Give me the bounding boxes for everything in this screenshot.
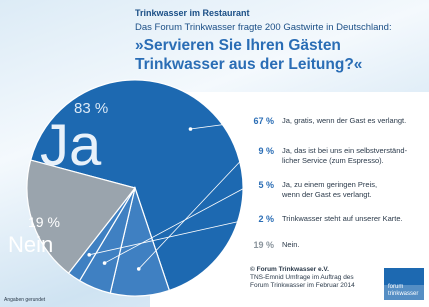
leader-dot bbox=[103, 261, 107, 265]
source-line: TNS-Emnid Umfrage im Auftrag des bbox=[250, 274, 354, 281]
group-name: Nein bbox=[8, 232, 53, 258]
legend-label: Trinkwasser steht auf unserer Karte. bbox=[282, 214, 403, 224]
leader-dot bbox=[87, 253, 91, 257]
legend-label: Nein. bbox=[282, 240, 300, 250]
group-name: Ja bbox=[40, 112, 101, 179]
logo-text: trinkwasser bbox=[388, 291, 418, 297]
question: »Servieren Sie Ihren Gästen Trinkwasser … bbox=[135, 36, 385, 74]
legend-label: Ja, gratis, wenn der Gast es verlangt. bbox=[282, 116, 406, 126]
legend-value: 19 % bbox=[250, 240, 274, 250]
leader-dot bbox=[189, 127, 193, 131]
note: Angaben gerundet bbox=[4, 297, 45, 303]
legend-value: 5 % bbox=[250, 180, 274, 190]
legend-label: Ja, das ist bei uns ein selbstverständ- … bbox=[282, 146, 407, 166]
logo-text: forum bbox=[388, 284, 403, 290]
source-title: © Forum Trinkwasser e.V. bbox=[250, 266, 329, 273]
source-line: Forum Trinkwasser im Februar 2014 bbox=[250, 282, 355, 289]
legend-value: 67 % bbox=[250, 116, 274, 126]
group-value: 19 % bbox=[28, 214, 60, 230]
leader-dot bbox=[137, 267, 141, 271]
kicker: Trinkwasser im Restaurant bbox=[135, 8, 250, 18]
infographic: Trinkwasser im Restaurant Das Forum Trin… bbox=[0, 0, 429, 307]
legend-label: Ja, zu einem geringen Preis, wenn der Ga… bbox=[282, 180, 377, 200]
legend-value: 9 % bbox=[250, 146, 274, 156]
legend-value: 2 % bbox=[250, 214, 274, 224]
subtitle: Das Forum Trinkwasser fragte 200 Gastwir… bbox=[135, 22, 392, 33]
